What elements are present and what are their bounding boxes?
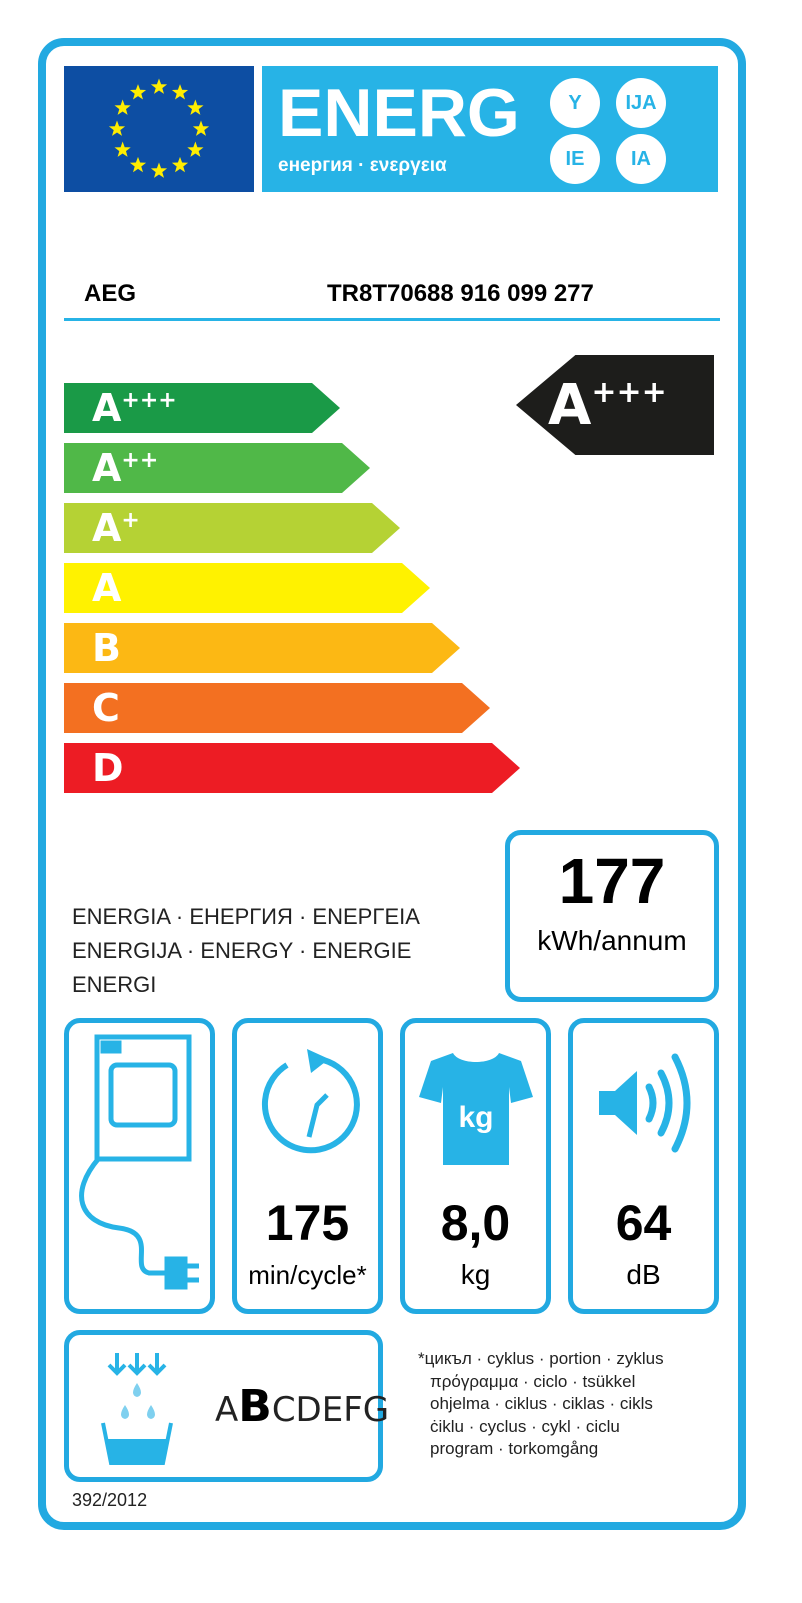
star-icon	[187, 141, 204, 157]
supplier-name: AEG	[84, 280, 137, 307]
footnote-line: ċiklu · cyclus · cykl · ciclu	[430, 1416, 620, 1436]
noise-value: 64	[615, 1195, 672, 1251]
scale-sup: ++	[121, 447, 159, 473]
svg-text:kg: kg	[458, 1101, 493, 1134]
scale-class: A	[92, 446, 122, 490]
scale-bar-3: A +	[64, 503, 400, 553]
suffix-ie: IE	[550, 134, 600, 184]
footnote-line: ohjelma · ciklus · ciklas · cikls	[430, 1394, 653, 1413]
condensation-box: ABCDEFG	[64, 1330, 389, 1482]
scale-class: A	[92, 386, 122, 430]
divider	[64, 318, 720, 321]
scale-class: A	[92, 566, 122, 610]
energia-text: ENERGIA · ЕНЕРГИЯ · ΕΝΕΡΓΕΙΑ ENERGIJA · …	[72, 900, 420, 1002]
energy-banner: ENERG енергия · ενεργεια Y IJA IE IA	[262, 66, 718, 192]
star-icon	[150, 162, 168, 178]
star-icon	[150, 78, 168, 94]
star-icon	[187, 99, 204, 115]
energia-line: ENERGI	[72, 972, 157, 997]
scale-bar-1: A +++	[64, 383, 340, 433]
class-rest: CDEFG	[271, 1390, 390, 1430]
capacity-value: 8,0	[440, 1195, 511, 1251]
star-icon	[114, 141, 131, 157]
regulation-number: 392/2012	[72, 1490, 148, 1510]
noise-box: 64 dB	[568, 1018, 719, 1314]
star-icon	[129, 84, 147, 100]
star-icon	[129, 156, 147, 173]
suffix-ia: IA	[616, 134, 666, 184]
scale-class: A	[92, 506, 122, 550]
tshirt-kg-icon: kg	[419, 1053, 533, 1165]
scale-bar-5: B	[64, 623, 460, 673]
consumption-box: 177 kWh/annum	[505, 830, 719, 1002]
noise-unit: dB	[626, 1259, 661, 1290]
model-identifier: TR8T70688 916 099 277	[327, 280, 594, 307]
scale-bar-6: C	[64, 683, 490, 733]
consumption-unit: kWh/annum	[537, 925, 687, 956]
rating-sup: +++	[591, 374, 667, 410]
star-icon	[114, 99, 131, 115]
footnote: *цикъл · cyklus · portion · zyklus πρόγρ…	[418, 1348, 664, 1461]
scale-bar-7: D	[64, 743, 520, 793]
condensation-class-scale: ABCDEFG	[215, 1381, 389, 1432]
consumption-value: 177	[558, 845, 666, 917]
cycle-time-value: 175	[265, 1195, 350, 1251]
energia-line: ENERGIA · ЕНЕРГИЯ · ΕΝΕΡΓΕΙΑ	[72, 904, 420, 929]
scale-bar-2: A ++	[64, 443, 370, 493]
footnote-line: program · torkomgång	[430, 1439, 599, 1458]
eu-flag-icon	[64, 66, 254, 192]
dryer-type-box	[64, 1018, 215, 1314]
water-basin-icon	[101, 1353, 173, 1465]
energia-line: ENERGIJA · ENERGY · ENERGIE	[72, 938, 412, 963]
capacity-box: kg 8,0 kg	[400, 1018, 551, 1314]
footnote-line: πρόγραμμα · ciclo · tsükkel	[430, 1371, 636, 1391]
star-icon	[192, 120, 210, 136]
speaker-icon	[599, 1053, 691, 1153]
footnote-line: *цикъл · cyklus · portion · zyklus	[418, 1349, 664, 1368]
class-a: A	[215, 1390, 239, 1430]
scale-class: D	[92, 746, 124, 790]
banner-title: ENERG	[278, 75, 520, 151]
clock-icon	[262, 1049, 360, 1154]
suffix-ija: IJA	[616, 78, 666, 128]
suffix-y: Y	[550, 78, 600, 128]
star-icon	[108, 120, 126, 136]
scale-class: C	[92, 686, 120, 730]
scale-class: B	[92, 626, 121, 670]
dryer-plug-icon	[79, 1034, 199, 1290]
cycle-time-unit: min/cycle*	[248, 1260, 367, 1290]
capacity-unit: kg	[460, 1259, 491, 1290]
label-frame	[38, 38, 746, 1530]
star-icon	[171, 156, 189, 173]
scale-sup: +	[121, 507, 140, 533]
rating-class: A	[548, 372, 592, 438]
scale-bar-4: A	[64, 563, 430, 613]
class-active: B	[238, 1381, 272, 1432]
scale-sup: +++	[121, 387, 177, 413]
banner-subtitle: енергия · ενεργεια	[278, 155, 447, 176]
star-icon	[171, 84, 189, 100]
cycle-time-box: 175 min/cycle*	[232, 1018, 383, 1314]
